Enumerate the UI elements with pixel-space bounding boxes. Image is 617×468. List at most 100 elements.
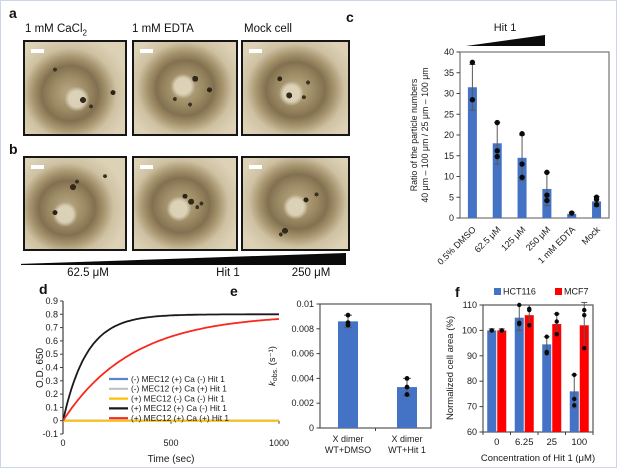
data-point [582, 345, 587, 351]
chart-d-turbidity-kinetics: -0.100.10.20.30.40.50.60.70.80.90 500 1000… [35, 296, 289, 465]
data-point [544, 334, 549, 339]
chart-f-cell-area: HCT116 MCF7 60 70 80 90 100 110 Normalized cell … [445, 287, 595, 465]
y-tick-label: 10 [444, 172, 454, 182]
data-point [593, 202, 600, 208]
data-point [582, 312, 587, 318]
scale-bar [140, 165, 153, 169]
scale-bar [249, 49, 262, 53]
y-tick-label: 0.9 [45, 296, 58, 306]
data-point [499, 328, 504, 333]
gradient-label-hit1: Hit 1 [216, 267, 240, 279]
legend-swatch-hct116 [494, 288, 501, 295]
scale-bar [249, 165, 262, 169]
scale-bar [140, 49, 153, 53]
y-tick-label: 0 [53, 416, 58, 426]
y-tick-label: 0 [309, 423, 314, 433]
legend-label: (+) MEC12 (+) Ca (-) Hit 1 [131, 403, 227, 413]
bar-mcf7 [524, 315, 534, 432]
data-point [554, 332, 559, 337]
y-tick-label: 0.01 [296, 299, 314, 309]
y-tick-label: 0.006 [291, 349, 314, 359]
chart-c-title: Hit 1 [494, 22, 517, 34]
data-point [494, 153, 500, 160]
x-category-label-line1: X dimer [332, 434, 363, 444]
microscopy-image-cacl2 [23, 40, 127, 136]
data-point [544, 169, 550, 176]
y-tick-label: 0.3 [45, 376, 58, 386]
bar-mcf7 [579, 325, 589, 432]
data-point [569, 210, 575, 216]
chart-e-kobs: 0 0.002 0.004 0.006 0.008 0.01 kobs. (s⁻¹) X di… [267, 299, 432, 455]
data-point [494, 148, 500, 154]
image-title-edta: 1 mM EDTA [132, 23, 194, 35]
data-point [593, 196, 600, 203]
panel-e-label: e [230, 283, 238, 299]
legend-label: (-) MEC12 (+) Ca (+) Hit 1 [131, 384, 227, 394]
y-tick-label: 35 [444, 68, 454, 78]
x-category-label-line2: WT+Hit 1 [388, 445, 426, 455]
data-point [544, 197, 550, 204]
legend-label: (-) MEC12 (+) Ca (-) Hit 1 [131, 374, 225, 384]
gradient-label-250: 250 μM [291, 267, 331, 279]
bar-hct116 [542, 344, 552, 432]
microscopy-image-mock [241, 40, 350, 136]
legend-label: (+) MEC12 (-) Ca (-) Hit 1 [131, 393, 225, 403]
data-point [572, 396, 577, 402]
data-point [345, 312, 351, 318]
x-category-label: 125 μM [499, 224, 527, 252]
data-point [582, 307, 587, 313]
panel-f-label: f [455, 284, 460, 300]
y-axis-label: O.D. 650 [35, 348, 46, 388]
x-axis-label: Time (sec) [148, 454, 195, 465]
data-point [527, 307, 532, 313]
x-tick-label: 500 [163, 438, 178, 448]
y-tick-label: 110 [463, 300, 477, 310]
y-tick-label: 15 [444, 151, 454, 161]
bar [397, 387, 417, 428]
data-point [489, 328, 494, 333]
image-title-mock: Mock cell [244, 23, 292, 35]
x-category-label: 6.25 [515, 437, 534, 448]
bar-mcf7 [552, 324, 562, 432]
hit1-gradient-triangle [466, 35, 545, 46]
data-point [572, 403, 577, 408]
image-title-cacl2-text: 1 mM CaCl [25, 23, 83, 35]
bar [592, 201, 602, 218]
y-tick-label: 100 [462, 325, 477, 335]
bar-hct116 [569, 391, 579, 432]
y-tick-label: 0.004 [291, 373, 314, 383]
data-point [544, 192, 550, 198]
y-tick-label: 0.8 [45, 309, 58, 319]
y-tick-label: 0.2 [45, 389, 58, 399]
series-line [62, 313, 279, 421]
bar-hct116 [487, 330, 497, 432]
x-category-label: Mock [580, 224, 603, 247]
bar [338, 321, 358, 428]
y-tick-label: 0.6 [45, 336, 58, 346]
panel-d-label: d [39, 281, 48, 297]
x-category-label-line2: WT+DMSO [325, 445, 371, 455]
data-point [527, 323, 532, 328]
x-category-label-line1: X dimer [391, 434, 422, 444]
bar [517, 157, 527, 218]
y-tick-label: 0.1 [45, 402, 58, 412]
plot-frame [459, 51, 610, 219]
scale-bar [31, 165, 44, 169]
bar [467, 87, 477, 219]
y-tick-label: 5 [449, 192, 454, 202]
image-title-cacl2: 1 mM CaCl2 [25, 23, 87, 37]
series-line [62, 318, 280, 422]
y-axis-label-line2: 40 μm – 100 μm / 25 μm – 100 μm [420, 67, 430, 202]
data-point [519, 161, 525, 167]
y-tick-label: 25 [444, 109, 454, 119]
data-point [554, 311, 559, 317]
data-point [469, 59, 476, 66]
y-axis-label-line1: Ratio of the particle numbers [409, 78, 419, 191]
x-category-label: 25 [546, 437, 557, 448]
microscopy-image-hit1-125 [132, 156, 238, 251]
data-point [554, 319, 559, 324]
data-point [572, 372, 577, 378]
data-point [519, 174, 525, 181]
y-tick-label: 0.5 [45, 349, 58, 359]
